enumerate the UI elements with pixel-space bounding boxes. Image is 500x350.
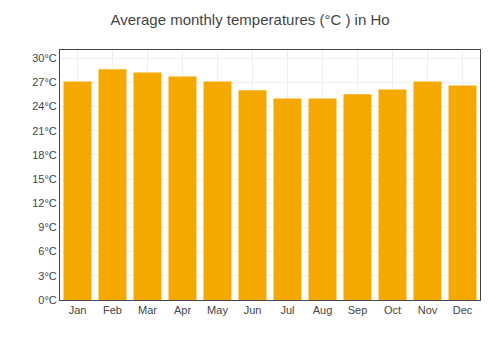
svg-text:18°C: 18°C	[32, 149, 57, 161]
svg-text:Oct: Oct	[384, 304, 401, 316]
svg-text:Dec: Dec	[453, 304, 473, 316]
svg-text:Mar: Mar	[138, 304, 157, 316]
svg-text:24°C: 24°C	[32, 100, 57, 112]
svg-text:9°C: 9°C	[38, 221, 57, 233]
svg-text:27°C: 27°C	[32, 76, 57, 88]
svg-text:Nov: Nov	[418, 304, 438, 316]
svg-text:21°C: 21°C	[32, 124, 57, 136]
svg-text:May: May	[207, 304, 228, 316]
svg-text:Aug: Aug	[313, 304, 333, 316]
svg-text:3°C: 3°C	[38, 270, 57, 282]
svg-text:12°C: 12°C	[32, 197, 57, 209]
svg-text:Jul: Jul	[280, 304, 294, 316]
svg-text:Average monthly temperatures (: Average monthly temperatures (°C ) in Ho	[110, 11, 389, 28]
svg-text:15°C: 15°C	[32, 173, 57, 185]
svg-text:0°C: 0°C	[38, 294, 57, 306]
svg-text:30°C: 30°C	[32, 52, 57, 64]
svg-text:Apr: Apr	[174, 304, 191, 316]
svg-text:Jun: Jun	[244, 304, 262, 316]
svg-text:Feb: Feb	[103, 304, 122, 316]
svg-text:Jan: Jan	[69, 304, 87, 316]
svg-text:6°C: 6°C	[38, 245, 57, 257]
svg-text:Sep: Sep	[348, 304, 368, 316]
